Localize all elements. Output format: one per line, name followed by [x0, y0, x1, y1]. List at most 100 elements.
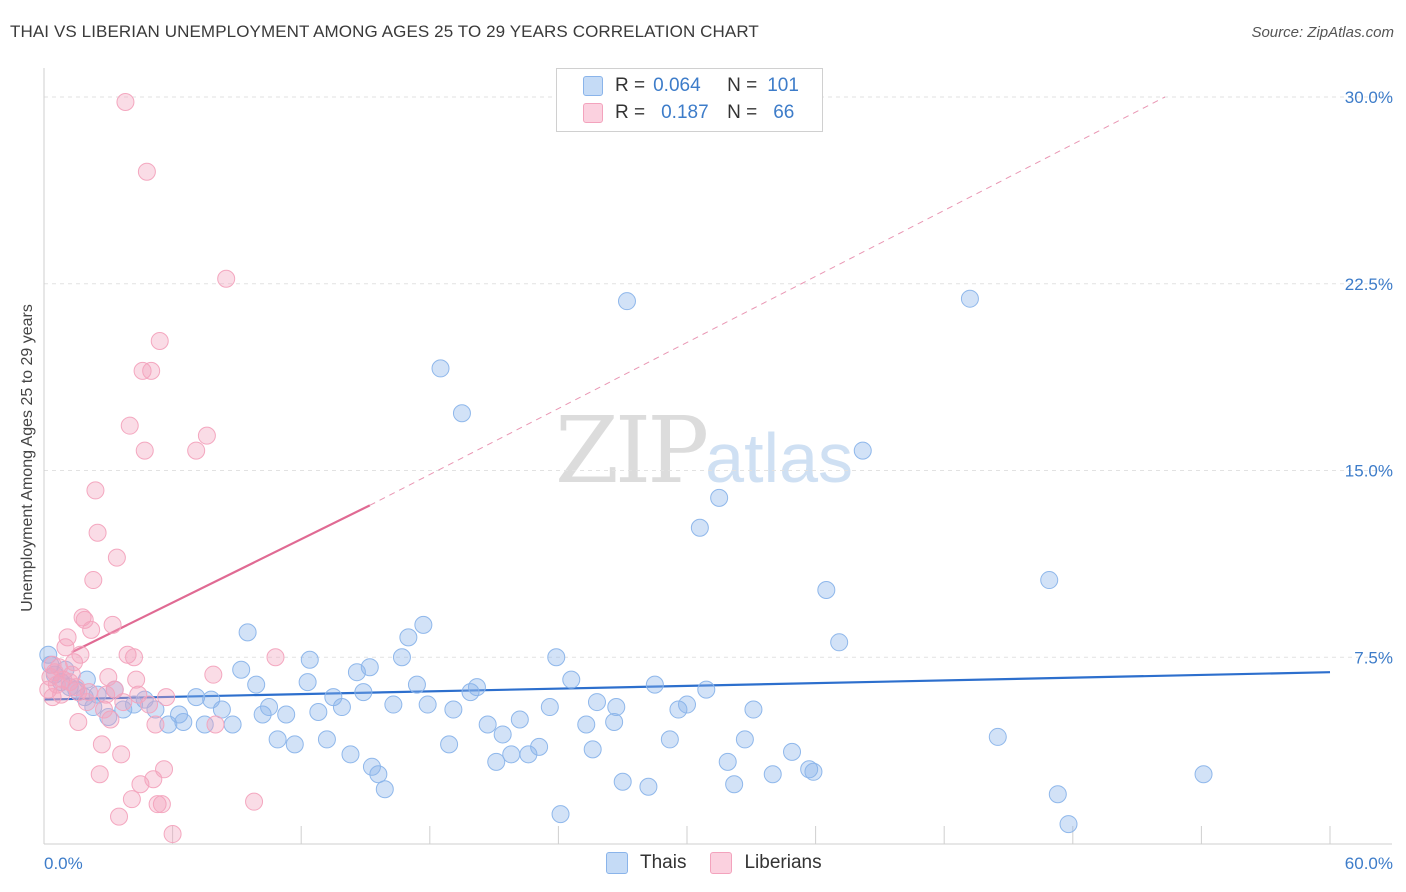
thais-point [493, 725, 512, 744]
liberians-point [105, 680, 124, 699]
thais-point [583, 740, 602, 759]
thais-point [384, 695, 403, 714]
thais-point [407, 675, 426, 694]
liberians-point [101, 710, 120, 729]
thais-point [232, 660, 251, 679]
x-tick-label: 0.0% [44, 854, 83, 873]
thais-point [298, 673, 317, 692]
liberians-swatch [583, 103, 603, 123]
thais-point [1048, 785, 1067, 804]
liberians-point [204, 665, 223, 684]
thais-swatch [583, 76, 603, 96]
liberians-point [114, 693, 133, 712]
n-label: N = [727, 102, 758, 123]
liberians-point [69, 712, 88, 731]
thais-point [399, 628, 418, 647]
thais-point [467, 678, 486, 697]
thais-point [960, 289, 979, 308]
thais-point [783, 742, 802, 761]
thais-point [212, 700, 231, 719]
liberians-point [84, 571, 103, 590]
thais-point [414, 615, 433, 634]
liberians-point [157, 688, 176, 707]
liberians-point [58, 628, 77, 647]
thais-point [418, 695, 437, 714]
liberians-point [197, 426, 216, 445]
thais-point [645, 675, 664, 694]
thais-point [369, 765, 388, 784]
thais-point [540, 698, 559, 717]
r-label: R = [615, 75, 646, 96]
liberians-point [152, 795, 171, 814]
thais-point [341, 745, 360, 764]
x-tick-label: 60.0% [1345, 854, 1393, 873]
legend-item-liberians[interactable]: Liberians [710, 852, 822, 874]
thais-point [530, 737, 549, 756]
thais-point [547, 648, 566, 667]
liberians-point [82, 620, 101, 639]
liberians-point [88, 523, 107, 542]
legend-item-thais[interactable]: Thais [606, 852, 686, 874]
n-value-liberians: 66 [773, 102, 795, 123]
thais-swatch [606, 852, 628, 874]
liberians-swatch [710, 852, 733, 874]
thais-point [669, 700, 688, 719]
thais-point [277, 705, 296, 724]
liberians-point [148, 795, 167, 814]
thais-point [988, 727, 1007, 746]
thais-point [510, 710, 529, 729]
thais-point [362, 757, 381, 776]
legend-row-thais: R = 0.064 N = 101 [583, 75, 799, 97]
liberians-point [142, 361, 161, 380]
thais-point [830, 633, 849, 652]
watermark-zip: ZIP [555, 397, 709, 504]
thais-point [804, 762, 823, 781]
thais-point [247, 675, 266, 694]
liberians-point [245, 792, 264, 811]
thais-point [375, 780, 394, 799]
thais-point [660, 730, 679, 749]
thais-point [300, 650, 319, 669]
thais-point [617, 292, 636, 311]
liberians-point [122, 790, 141, 809]
thais-point [285, 735, 304, 754]
thais-point [502, 745, 521, 764]
legend-label-liberians: Liberians [744, 852, 822, 873]
watermark: ZIPatlas [555, 405, 853, 497]
thais-point [253, 705, 272, 724]
thais-point [577, 715, 596, 734]
thais-point [452, 404, 471, 423]
liberians-point [217, 269, 236, 288]
liberians-point [155, 760, 174, 779]
thais-point [444, 700, 463, 719]
thais-point [697, 680, 716, 699]
y-tick-label: 30.0% [1345, 88, 1393, 107]
thais-point [613, 772, 632, 791]
liberians-point [120, 416, 139, 435]
thais-point [718, 752, 737, 771]
thais-point [317, 730, 336, 749]
y-tick-label: 22.5% [1345, 275, 1393, 294]
thais-point [238, 623, 257, 642]
legend-label-thais: Thais [640, 852, 687, 873]
y-tick-label: 15.0% [1345, 462, 1393, 481]
thais-point [639, 777, 658, 796]
liberians-point [116, 92, 135, 111]
liberians-point [140, 695, 159, 714]
liberians-point [75, 610, 94, 629]
r-label: R = [615, 102, 646, 123]
liberians-trend-line [71, 504, 371, 654]
thais-point [487, 752, 506, 771]
thais-point [260, 698, 279, 717]
thais-point [710, 488, 729, 507]
liberians-point [43, 655, 62, 674]
correlation-legend: R = 0.064 N = 101 R = 0.187 N = 66 [556, 68, 823, 132]
thais-point [725, 775, 744, 794]
thais-point [551, 805, 570, 824]
thais-point [1194, 765, 1213, 784]
thais-trend-line [43, 671, 1331, 701]
thais-point [174, 712, 193, 731]
source-label: Source: ZipAtlas.com [1251, 24, 1394, 41]
liberians-point [107, 548, 126, 567]
